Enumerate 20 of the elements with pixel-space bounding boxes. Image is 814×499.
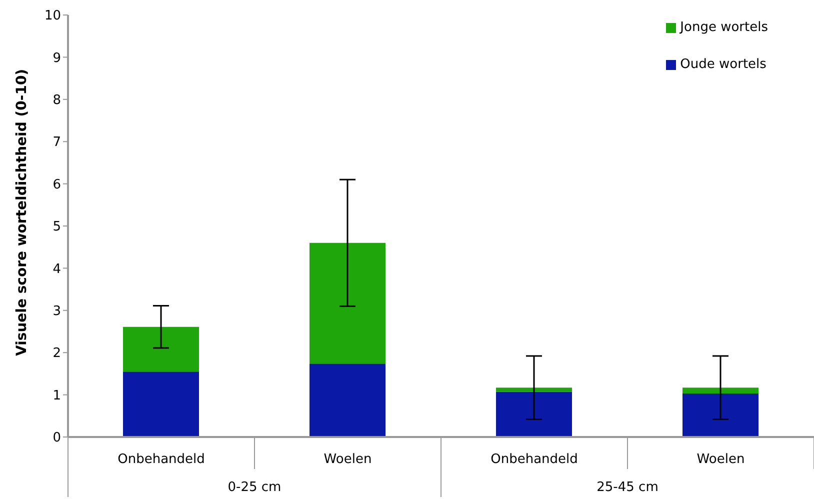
y-tick-label: 10 <box>44 8 61 24</box>
legend-label: Jonge wortels <box>680 20 768 35</box>
x-tick-label: Woelen <box>324 452 372 467</box>
text: 0-25 cm <box>228 480 282 495</box>
text: 25-45 cm <box>596 480 658 495</box>
x-tick-label: Onbehandeld <box>490 452 578 467</box>
y-tick-label: 4 <box>52 262 61 277</box>
y-tick-label: 0 <box>52 430 61 446</box>
y-tick-label: 5 <box>52 220 61 235</box>
legend-label: Oude wortels <box>680 57 766 72</box>
x-tick-label: Onbehandeld <box>118 452 205 467</box>
y-axis-title: Visuele score worteldichtheid (0-10) <box>14 68 30 356</box>
y-tick-label: 3 <box>52 304 61 320</box>
y-tick-label: 9 <box>52 50 61 66</box>
x-tick-label: Woelen <box>696 452 745 467</box>
y-tick-label: 6 <box>52 177 61 192</box>
y-tick-label: 8 <box>52 93 61 108</box>
y-tick-label: 1 <box>52 388 61 404</box>
y-tick-label: 2 <box>52 346 61 362</box>
y-tick-label: 7 <box>52 135 61 150</box>
